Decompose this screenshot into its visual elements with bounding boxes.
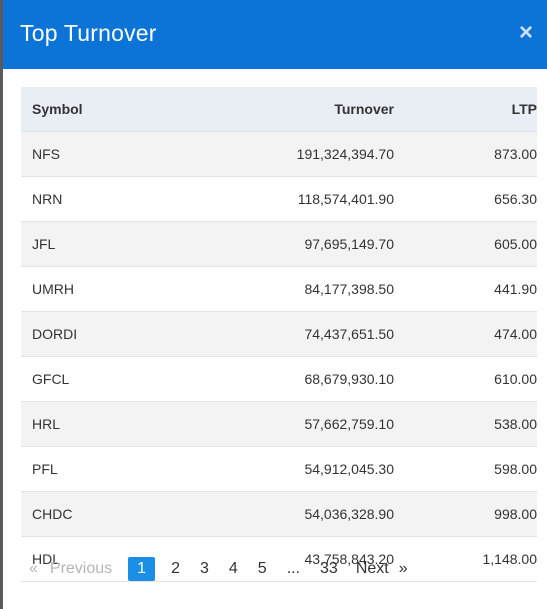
table-row: PFL 54,912,045.30 598.00 [21, 446, 537, 492]
cell-turnover: 43,758,843.20 [183, 536, 394, 582]
table-row: HDL 43,758,843.20 1,148.00 [21, 536, 537, 582]
cell-turnover: 57,662,759.10 [183, 401, 394, 447]
cell-ltp: 998.00 [394, 491, 537, 537]
next-page-button[interactable]: Next » [356, 560, 408, 578]
cell-ltp: 474.00 [394, 311, 537, 357]
turnover-table: Symbol Turnover LTP NFS 191,324,394.70 873… [21, 87, 537, 582]
cell-turnover: 118,574,401.90 [183, 176, 394, 222]
column-header-symbol: Symbol [21, 87, 183, 132]
cell-turnover: 68,679,930.10 [183, 356, 394, 402]
cell-symbol: PFL [21, 446, 183, 492]
cell-turnover: 54,036,328.90 [183, 491, 394, 537]
cell-symbol: NRN [21, 176, 183, 222]
table-row: JFL 97,695,149.70 605.00 [21, 221, 537, 267]
close-icon[interactable]: × [518, 19, 533, 46]
cell-symbol: HDL [21, 536, 183, 582]
next-arrow-icon: » [398, 560, 408, 577]
previous-page-button[interactable]: « Previous [29, 560, 112, 578]
page-4-button[interactable]: 4 [228, 560, 238, 577]
turnover-table-container: Symbol Turnover LTP NFS 191,324,394.70 873… [21, 87, 537, 582]
table-row: GFCL 68,679,930.10 610.00 [21, 356, 537, 402]
cell-turnover: 54,912,045.30 [183, 446, 394, 492]
cell-turnover: 191,324,394.70 [183, 131, 394, 177]
previous-arrow-icon: « [29, 560, 38, 577]
cell-ltp: 605.00 [394, 221, 537, 267]
cell-ltp: 598.00 [394, 446, 537, 492]
cell-ltp: 538.00 [394, 401, 537, 447]
cell-symbol: UMRH [21, 266, 183, 312]
table-row: HRL 57,662,759.10 538.00 [21, 401, 537, 447]
cell-ltp: 610.00 [394, 356, 537, 402]
top-turnover-modal: Top Turnover × Symbol Turnover LTP NFS 19… [3, 0, 547, 609]
table-row: UMRH 84,177,398.50 441.90 [21, 266, 537, 312]
cell-ltp: 873.00 [394, 131, 537, 177]
pagination-ellipsis: ... [286, 560, 301, 577]
table-row: NRN 118,574,401.90 656.30 [21, 176, 537, 222]
page-3-button[interactable]: 3 [199, 560, 209, 577]
cell-symbol: CHDC [21, 491, 183, 537]
table-row: DORDI 74,437,651.50 474.00 [21, 311, 537, 357]
table-header-row: Symbol Turnover LTP [21, 87, 537, 132]
cell-ltp: 1,148.00 [394, 536, 537, 582]
previous-label: Previous [49, 560, 113, 577]
pagination: « Previous 1 2 3 4 5 ... 33 Next » [29, 557, 408, 581]
cell-symbol: DORDI [21, 311, 183, 357]
cell-symbol: JFL [21, 221, 183, 267]
cell-ltp: 656.30 [394, 176, 537, 222]
cell-turnover: 84,177,398.50 [183, 266, 394, 312]
cell-ltp: 441.90 [394, 266, 537, 312]
next-label: Next [355, 560, 389, 577]
cell-turnover: 97,695,149.70 [183, 221, 394, 267]
column-header-ltp: LTP [394, 87, 537, 132]
cell-symbol: HRL [21, 401, 183, 447]
cell-symbol: NFS [21, 131, 183, 177]
modal-header: Top Turnover × [3, 0, 547, 69]
modal-title: Top Turnover [20, 20, 157, 46]
page-last-button[interactable]: 33 [320, 560, 338, 577]
table-row: CHDC 54,036,328.90 998.00 [21, 491, 537, 537]
column-header-turnover: Turnover [183, 87, 394, 132]
page-1-button[interactable]: 1 [128, 557, 156, 581]
page-5-button[interactable]: 5 [257, 560, 267, 577]
table-row: NFS 191,324,394.70 873.00 [21, 131, 537, 177]
cell-turnover: 74,437,651.50 [183, 311, 394, 357]
cell-symbol: GFCL [21, 356, 183, 402]
page-2-button[interactable]: 2 [171, 560, 180, 577]
